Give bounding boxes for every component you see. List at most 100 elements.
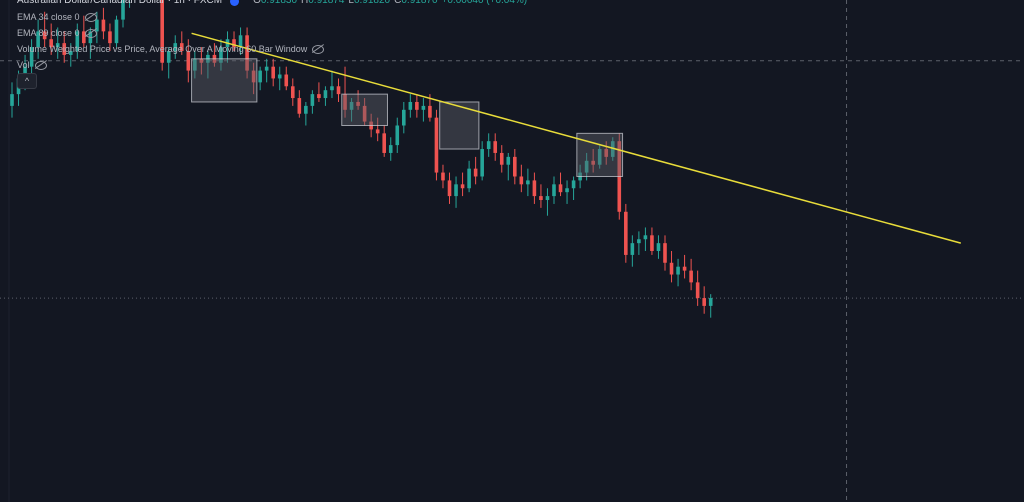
candle-body — [499, 152, 504, 165]
candle-body — [186, 50, 191, 71]
candle-body — [304, 105, 308, 114]
candle-body — [643, 235, 648, 240]
candle-body — [330, 86, 334, 91]
eye-icon[interactable] — [312, 44, 325, 54]
candle-body — [460, 184, 465, 189]
candle-body — [258, 70, 262, 83]
open-label: O — [253, 0, 261, 6]
indicator-label: EMA 89 close 0 — [17, 28, 80, 38]
candle-body — [95, 19, 99, 32]
candle-body — [317, 94, 321, 99]
low-label: L — [348, 0, 354, 6]
candle-body — [689, 270, 693, 283]
candle-body — [343, 94, 347, 110]
candle-body — [415, 101, 419, 110]
candle-body — [323, 90, 328, 99]
candle-body — [513, 156, 517, 177]
candle-body — [349, 101, 354, 110]
candle-body — [421, 105, 426, 110]
candle-body — [310, 94, 315, 106]
candle-body — [441, 172, 445, 181]
low-value: 0.91820 — [353, 0, 391, 6]
candle-body — [591, 160, 595, 165]
candle-body — [219, 47, 223, 63]
candle-body — [637, 239, 641, 244]
candle-body — [101, 19, 106, 32]
candle-body — [75, 31, 80, 51]
candle-body — [297, 98, 302, 114]
candle-body — [663, 243, 667, 263]
candle-body — [526, 180, 530, 185]
consolidation-box — [191, 58, 258, 103]
candle-body — [55, 43, 60, 48]
symbol-title: Australian Dollar/Canadian Dollar · 1h ·… — [17, 0, 223, 6]
indicator-row-volume[interactable]: Vol — [17, 57, 527, 73]
candle-body — [624, 211, 628, 255]
live-status-icon — [230, 0, 240, 6]
candle-body — [486, 141, 491, 150]
candle-body — [108, 31, 112, 44]
candle-body — [610, 141, 615, 157]
candle-body — [480, 149, 484, 177]
candle-body — [493, 141, 498, 153]
candle-body — [395, 125, 400, 146]
candle-body — [447, 180, 452, 197]
close-value: 0.91870 — [401, 0, 438, 6]
candle-body — [630, 243, 635, 255]
indicator-label: Vol — [17, 60, 30, 70]
candle-body — [539, 196, 543, 201]
candle-body — [682, 266, 687, 271]
candle-body — [597, 149, 602, 165]
candle-body — [277, 74, 282, 79]
candle-body — [375, 129, 380, 134]
candle-body — [290, 86, 295, 99]
candle-body — [166, 50, 171, 63]
descending-trendline — [191, 32, 962, 244]
candle-body — [454, 184, 458, 197]
candle-body — [23, 66, 27, 79]
symbol-legend-row: Australian Dollar/Canadian Dollar · 1h ·… — [17, 0, 527, 9]
candle-body — [650, 235, 654, 251]
candle-body — [695, 282, 700, 299]
eye-icon[interactable] — [34, 60, 47, 70]
indicator-row-ema89[interactable]: EMA 89 close 0 — [17, 25, 527, 41]
candle-body — [284, 74, 289, 87]
collapse-legend-button[interactable]: ^ — [17, 73, 37, 89]
candle-body — [428, 105, 432, 118]
change-value: +0.00040 (+0.04%) — [441, 0, 528, 6]
candle-body — [245, 35, 249, 71]
candle-body — [669, 262, 674, 275]
candle-body — [68, 50, 73, 55]
consolidation-box — [341, 93, 388, 126]
candle-body — [49, 39, 53, 48]
indicator-row-vwap[interactable]: Volume Weighted Price vs Price, Average … — [17, 41, 527, 57]
eye-icon[interactable] — [84, 12, 97, 22]
candle-body — [434, 117, 439, 173]
high-value: 0.91874 — [308, 0, 345, 6]
open-value: 0.91830 — [260, 0, 298, 6]
candle-body — [232, 39, 236, 48]
candle-body — [571, 180, 576, 189]
candle-body — [336, 86, 341, 95]
candle-body — [121, 0, 125, 20]
close-label: C — [394, 0, 402, 6]
eye-icon[interactable] — [84, 28, 97, 38]
candle-body — [558, 184, 563, 193]
candle-body — [62, 43, 67, 55]
candle-body — [36, 31, 40, 48]
candle-body — [179, 43, 184, 51]
indicator-label: Volume Weighted Price vs Price, Average … — [17, 44, 308, 54]
candle-body — [160, 0, 164, 63]
candle-body — [271, 66, 275, 79]
candle-body — [199, 58, 204, 63]
candle-body — [10, 94, 14, 106]
candle-body — [565, 188, 569, 193]
indicator-row-ema34[interactable]: EMA 34 close 0 — [17, 9, 527, 25]
candle-body — [173, 43, 178, 51]
candle-body — [82, 31, 86, 44]
high-label: H — [301, 0, 309, 6]
candle-body — [408, 101, 413, 110]
candle-body — [532, 180, 537, 197]
candle-body — [264, 66, 269, 71]
